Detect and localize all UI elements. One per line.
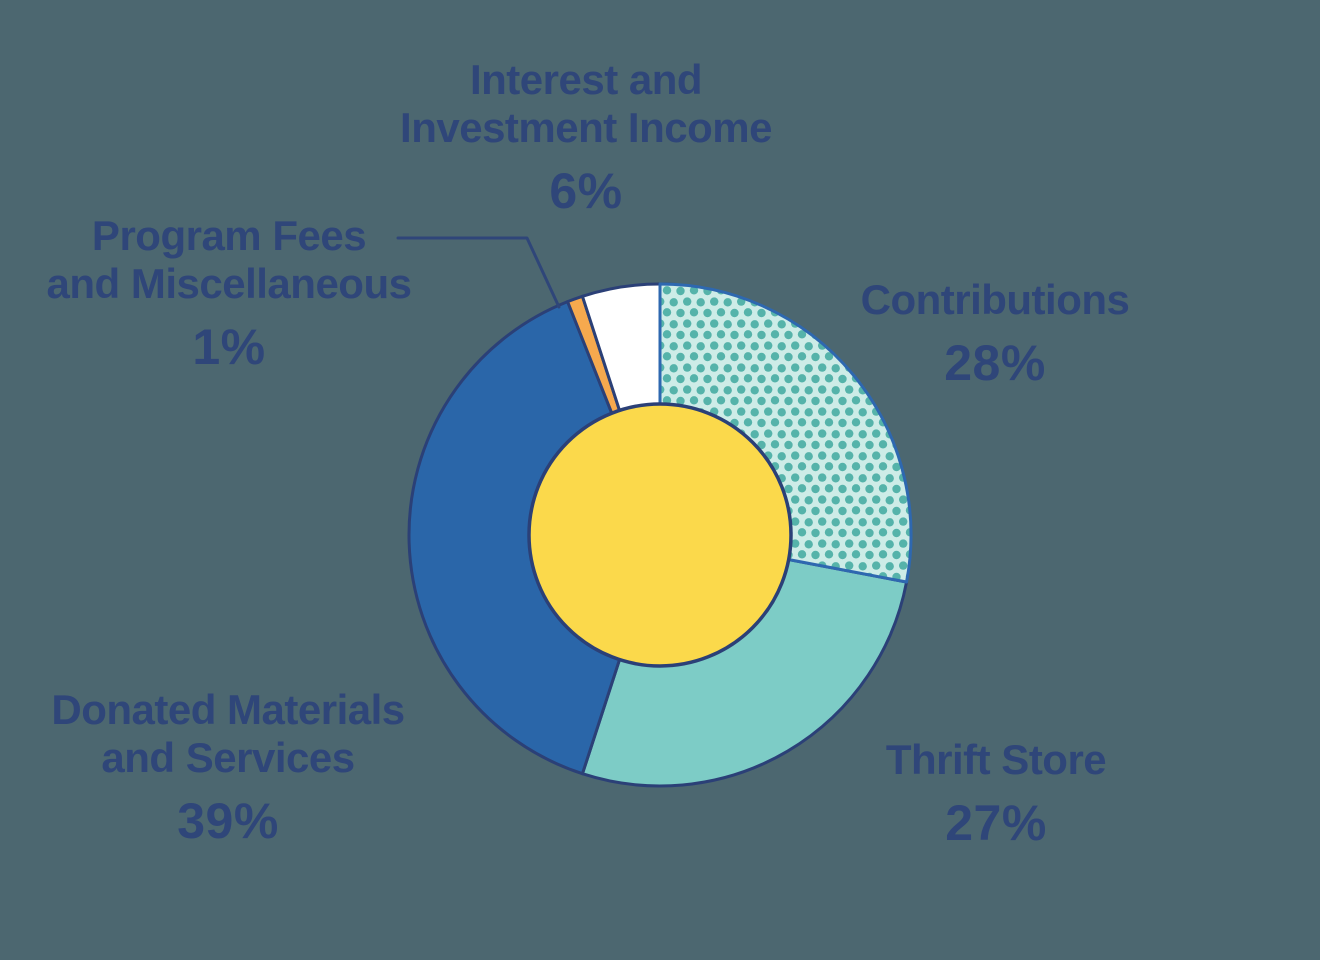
segment-percent-value: 27% — [945, 795, 1047, 851]
label-contributions: Contributions 28% — [861, 276, 1130, 390]
label-donated-materials-and-services: Donated Materials and Services 39% — [51, 686, 405, 849]
segment-percent-value: 28% — [944, 335, 1046, 391]
segment-percent-value: 6% — [549, 163, 623, 219]
segment-label-text: Thrift Store — [885, 736, 1107, 783]
segment-label-text: Donated Materials — [51, 686, 405, 733]
segment-percent-value: 39% — [177, 793, 279, 849]
donut-center-circle — [527, 402, 793, 668]
label-program-fees-and-miscellaneous: Program Fees and Miscellaneous 1% — [47, 212, 412, 374]
label-thrift-store: Thrift Store 27% — [885, 736, 1107, 851]
segment-label-text: Program Fees — [91, 212, 367, 259]
segment-label-text: Investment Income — [400, 104, 772, 151]
segment-label-text: Interest and — [469, 56, 703, 103]
segment-label-text: and Miscellaneous — [46, 260, 412, 307]
program-fees-callout-line — [396, 236, 561, 309]
label-interest-and-investment-income: Interest and Investment Income 6% — [400, 56, 772, 218]
segment-label-text: Contributions — [860, 276, 1130, 323]
segment-label-text: and Services — [101, 734, 355, 781]
segment-percent-value: 1% — [192, 319, 266, 375]
